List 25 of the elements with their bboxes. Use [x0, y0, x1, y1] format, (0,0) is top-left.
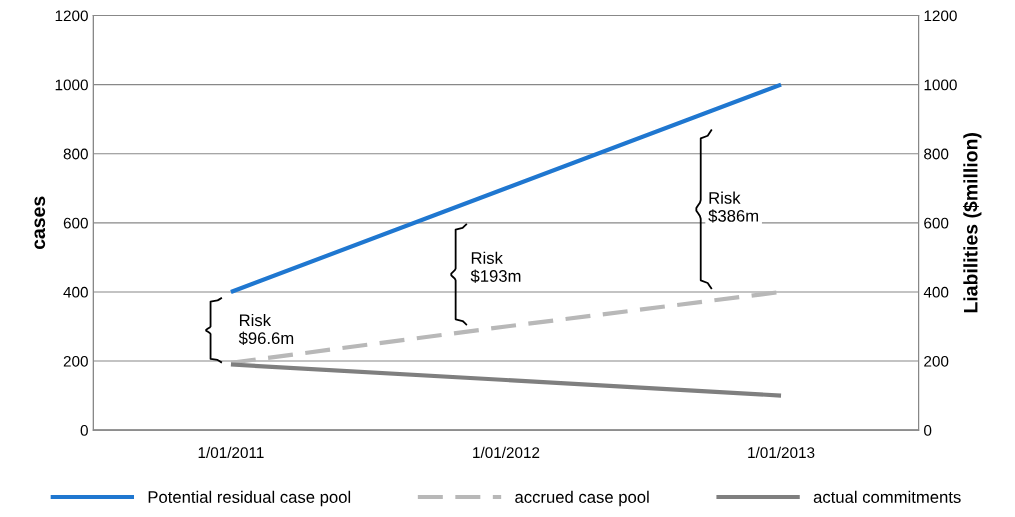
y2-axis-title: Liabilities ($million) [962, 133, 982, 313]
y-tick-label: 1000 [55, 79, 88, 91]
legend-label: Potential residual case pool [148, 490, 351, 507]
y2-tick-label: 400 [923, 286, 949, 298]
y2-tick-label: 800 [924, 148, 949, 160]
y-tick-label: 600 [63, 217, 88, 229]
y-axis-title: cases [34, 196, 46, 250]
y-tick-label: 0 [80, 425, 88, 436]
y-tick-label: 400 [63, 286, 88, 298]
x-tick-label: 1/01/2012 [473, 446, 540, 459]
y2-tick-label: 0 [924, 425, 932, 436]
annotation: Risk $193m [470, 251, 521, 283]
annotation: Risk $96.6m [238, 313, 294, 346]
y-tick-label: 200 [63, 355, 88, 367]
x-tick-label: 1/01/2013 [748, 446, 815, 459]
annotation: Risk $386m [708, 191, 759, 223]
y2-tick-label: 600 [924, 217, 949, 229]
x-tick-label: 1/01/2011 [198, 446, 264, 459]
legend-label: actual commitments [813, 490, 961, 503]
y2-tick-label: 1000 [924, 79, 957, 91]
y2-tick-label: 1200 [924, 10, 957, 22]
legend-label: accrued case pool [515, 490, 649, 507]
y-tick-label: 800 [63, 148, 88, 160]
y-tick-label: 1200 [55, 10, 88, 22]
y2-tick-label: 200 [924, 355, 949, 367]
